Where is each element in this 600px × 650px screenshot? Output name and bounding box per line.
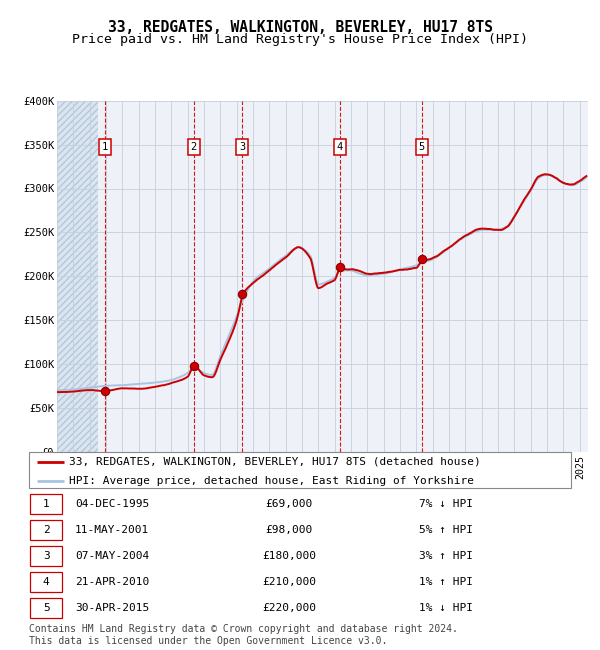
Text: 1: 1 <box>43 499 50 509</box>
Text: 1% ↓ HPI: 1% ↓ HPI <box>419 603 473 613</box>
Text: £98,000: £98,000 <box>266 525 313 535</box>
Text: HPI: Average price, detached house, East Riding of Yorkshire: HPI: Average price, detached house, East… <box>70 476 475 486</box>
Text: 1% ↑ HPI: 1% ↑ HPI <box>419 577 473 587</box>
FancyBboxPatch shape <box>31 494 62 514</box>
Bar <box>57 101 98 452</box>
Text: 3% ↑ HPI: 3% ↑ HPI <box>419 551 473 561</box>
Text: £180,000: £180,000 <box>262 551 316 561</box>
Text: 07-MAY-2004: 07-MAY-2004 <box>75 551 149 561</box>
Text: 3: 3 <box>239 142 245 152</box>
Text: £220,000: £220,000 <box>262 603 316 613</box>
Text: Price paid vs. HM Land Registry's House Price Index (HPI): Price paid vs. HM Land Registry's House … <box>72 32 528 46</box>
Text: £69,000: £69,000 <box>266 499 313 509</box>
Text: 04-DEC-1995: 04-DEC-1995 <box>75 499 149 509</box>
Text: 4: 4 <box>43 577 50 587</box>
Text: 7% ↓ HPI: 7% ↓ HPI <box>419 499 473 509</box>
FancyBboxPatch shape <box>31 572 62 592</box>
Text: 5: 5 <box>43 603 50 613</box>
FancyBboxPatch shape <box>31 546 62 566</box>
Text: 33, REDGATES, WALKINGTON, BEVERLEY, HU17 8TS (detached house): 33, REDGATES, WALKINGTON, BEVERLEY, HU17… <box>70 457 481 467</box>
Text: 5% ↑ HPI: 5% ↑ HPI <box>419 525 473 535</box>
Text: 2: 2 <box>43 525 50 535</box>
FancyBboxPatch shape <box>31 598 62 618</box>
FancyBboxPatch shape <box>31 520 62 540</box>
Text: 11-MAY-2001: 11-MAY-2001 <box>75 525 149 535</box>
Text: 30-APR-2015: 30-APR-2015 <box>75 603 149 613</box>
Text: 3: 3 <box>43 551 50 561</box>
Text: 1: 1 <box>101 142 108 152</box>
Text: 4: 4 <box>337 142 343 152</box>
Text: 5: 5 <box>419 142 425 152</box>
Text: 2: 2 <box>190 142 197 152</box>
Text: Contains HM Land Registry data © Crown copyright and database right 2024.
This d: Contains HM Land Registry data © Crown c… <box>29 624 458 645</box>
Text: 33, REDGATES, WALKINGTON, BEVERLEY, HU17 8TS: 33, REDGATES, WALKINGTON, BEVERLEY, HU17… <box>107 20 493 34</box>
Text: £210,000: £210,000 <box>262 577 316 587</box>
FancyBboxPatch shape <box>29 452 571 488</box>
Text: 21-APR-2010: 21-APR-2010 <box>75 577 149 587</box>
